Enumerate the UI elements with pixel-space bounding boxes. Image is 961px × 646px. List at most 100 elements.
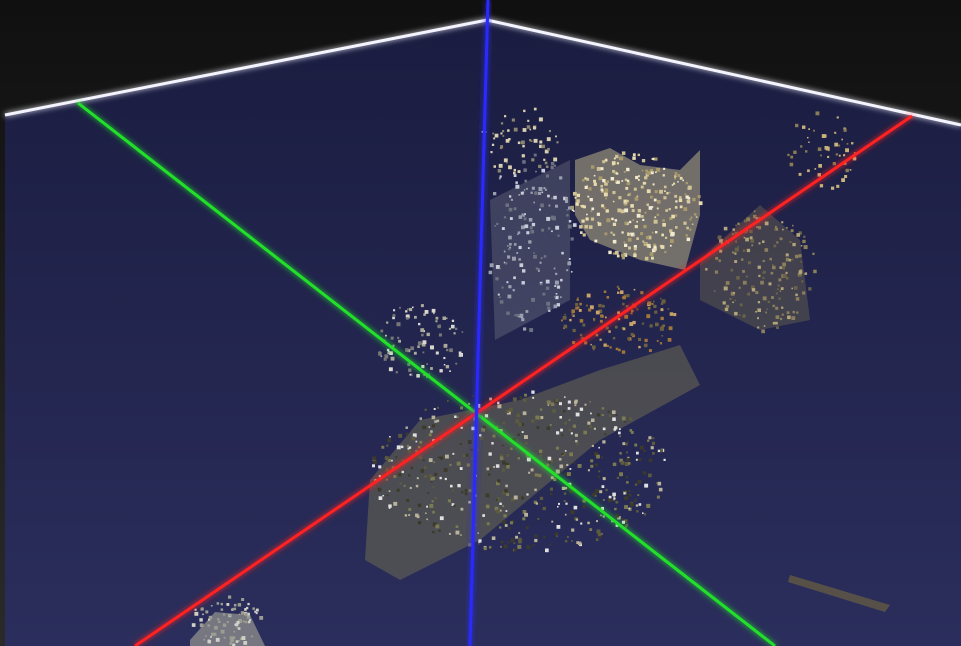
cloud-point	[625, 186, 629, 190]
cloud-point	[510, 198, 513, 201]
cloud-point	[438, 529, 441, 532]
cloud-point	[567, 472, 571, 476]
cloud-point	[729, 297, 732, 300]
cloud-point	[535, 415, 540, 420]
cloud-point	[425, 512, 427, 514]
cloud-point	[565, 197, 568, 200]
cloud-point	[533, 107, 537, 111]
cloud-point	[531, 297, 535, 302]
cloud-point	[492, 132, 494, 135]
cloud-point	[572, 341, 576, 345]
cloud-point	[627, 440, 629, 443]
cloud-point	[459, 467, 463, 470]
cloud-point	[439, 456, 443, 460]
cloud-point	[606, 218, 611, 223]
cloud-point	[782, 273, 787, 278]
cloud-point	[567, 400, 571, 404]
cloud-point	[407, 449, 411, 453]
cloud-point	[495, 265, 500, 269]
cloud-point	[424, 408, 427, 411]
cloud-point	[566, 209, 569, 211]
cloud-point	[576, 298, 579, 301]
cloud-point	[244, 608, 247, 611]
cloud-point	[635, 504, 639, 507]
cloud-point	[653, 304, 657, 308]
cloud-point	[621, 297, 624, 299]
cloud-point	[785, 276, 789, 280]
cloud-point	[613, 497, 616, 500]
cloud-point	[645, 173, 649, 177]
cloud-point	[468, 489, 472, 492]
cloud-point	[491, 143, 495, 146]
cloud-point	[841, 178, 845, 182]
cloud-point	[795, 297, 800, 301]
cloud-point	[559, 176, 563, 180]
cloud-point	[614, 179, 618, 183]
cloud-point	[616, 254, 620, 258]
cloud-point	[530, 191, 533, 194]
cloud-point	[433, 312, 435, 315]
cloud-point	[495, 464, 500, 468]
cloud-point	[624, 496, 628, 501]
cloud-point	[669, 312, 674, 316]
cloud-point	[600, 514, 602, 517]
cloud-point	[645, 236, 650, 240]
cloud-point	[542, 292, 546, 296]
cloud-point	[600, 314, 604, 318]
cloud-point	[521, 140, 525, 145]
cloud-point	[565, 199, 569, 203]
cloud-point	[606, 344, 609, 347]
cloud-point	[534, 473, 538, 477]
cloud-point	[637, 209, 642, 213]
cloud-point	[802, 125, 806, 129]
cloud-point	[651, 231, 654, 234]
cloud-point	[545, 174, 549, 178]
cloud-point	[593, 319, 596, 322]
cloud-point	[618, 196, 622, 200]
cloud-point	[685, 195, 689, 199]
cloud-point	[818, 164, 822, 168]
cloud-point	[602, 499, 605, 501]
cloud-point	[661, 325, 664, 329]
cloud-point	[418, 322, 421, 326]
cloud-point	[659, 189, 663, 194]
cloud-point	[533, 201, 535, 204]
cloud-point	[593, 182, 597, 186]
cloud-point	[398, 433, 403, 438]
cloud-point	[560, 296, 562, 298]
cloud-point	[653, 157, 656, 161]
cloud-point	[421, 365, 425, 369]
cloud-point	[757, 265, 761, 269]
cloud-point	[568, 419, 571, 421]
cloud-point	[494, 225, 497, 227]
cloud-point	[378, 475, 381, 478]
cloud-point	[626, 294, 630, 298]
cloud-point	[636, 195, 639, 198]
cloud-point	[194, 608, 197, 611]
cloud-point	[632, 156, 636, 160]
cloud-point	[497, 401, 500, 404]
cloud-point	[498, 177, 501, 180]
cloud-point	[497, 404, 502, 409]
cloud-point	[627, 462, 631, 465]
cloud-point	[628, 192, 632, 196]
cloud-point	[669, 217, 673, 221]
cloud-point	[641, 159, 646, 163]
cloud-point	[458, 468, 461, 471]
cloud-point	[798, 231, 802, 235]
cloud-point	[459, 353, 463, 357]
cloud-point	[438, 333, 442, 337]
cloud-point	[614, 426, 618, 430]
cloud-point	[623, 199, 628, 204]
cloud-point	[535, 267, 538, 270]
cloud-point	[424, 310, 429, 314]
cloud-point	[406, 317, 409, 320]
cloud-point	[619, 428, 621, 431]
cloud-point	[598, 446, 600, 449]
cloud-point	[503, 544, 508, 549]
cloud-point	[565, 502, 568, 505]
cloud-point	[489, 263, 494, 268]
cloud-point	[503, 261, 506, 264]
cloud-point	[798, 274, 801, 277]
cloud-point	[650, 446, 654, 450]
